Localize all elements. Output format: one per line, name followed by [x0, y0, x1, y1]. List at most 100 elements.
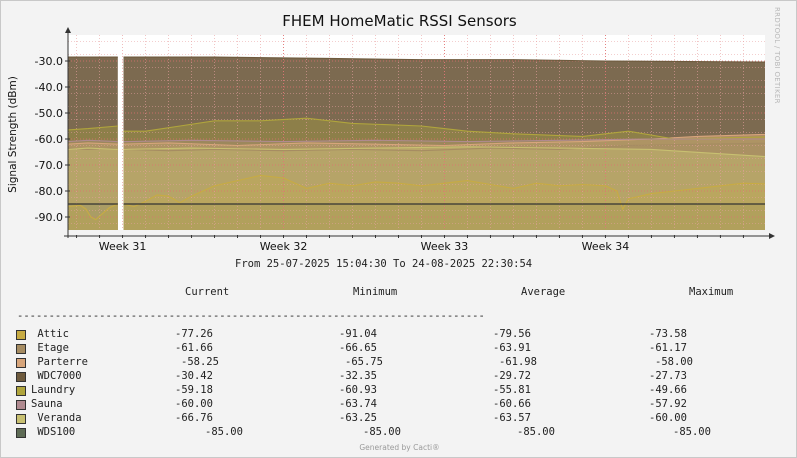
- legend-value-average: -63.57: [493, 412, 531, 424]
- legend-value-maximum: -58.00: [655, 356, 693, 368]
- legend-swatch: [16, 428, 26, 438]
- y-tick-label: -90.0: [35, 211, 63, 224]
- x-tick-label: Week 31: [99, 240, 147, 253]
- legend-label: Sauna: [31, 398, 63, 410]
- header-minimum: Minimum: [353, 286, 398, 298]
- legend-value-maximum: -57.92: [649, 398, 687, 410]
- legend-value-minimum: -66.65: [339, 342, 377, 354]
- legend-swatch: [16, 400, 26, 410]
- legend-value-current: -77.26: [175, 328, 213, 340]
- legend-label: Parterre: [31, 356, 88, 368]
- series-line-sauna: [67, 139, 118, 143]
- legend-swatch: [16, 358, 26, 368]
- legend-value-average: -63.91: [493, 342, 531, 354]
- legend-swatch: [16, 386, 26, 396]
- legend-value-minimum: -60.93: [339, 384, 377, 396]
- data-gap: [118, 35, 123, 230]
- legend-value-current: -59.18: [175, 384, 213, 396]
- x-tick-label: Week 32: [260, 240, 308, 253]
- header-maximum: Maximum: [689, 286, 734, 298]
- series-line-laundry: [67, 125, 118, 131]
- legend-row-sauna: Sauna -60.00 -63.74 -60.66 -57.92: [1, 398, 796, 412]
- legend-label: WDS100: [31, 426, 76, 438]
- y-tick-label: -40.0: [35, 81, 63, 94]
- legend-label: WDC7000: [31, 370, 82, 382]
- series-lines: [67, 35, 766, 230]
- legend-label: Laundry: [31, 384, 76, 396]
- series-area-attic: [123, 175, 765, 230]
- x-tick-label: Week 34: [582, 240, 630, 253]
- legend-value-average: -60.66: [493, 398, 531, 410]
- legend-value-current: -58.25: [181, 356, 219, 368]
- legend-value-minimum: -85.00: [363, 426, 401, 438]
- y-axis-arrow: [65, 27, 71, 33]
- y-tick-label: -50.0: [35, 107, 63, 120]
- series-area-wds100: [123, 204, 765, 230]
- legend-value-average: -29.72: [493, 370, 531, 382]
- series-line-veranda: [123, 146, 766, 158]
- series-line-veranda: [67, 147, 118, 150]
- y-tick-label: -30.0: [35, 55, 63, 68]
- cacti-credit: Generated by Cacti®: [359, 443, 440, 452]
- series-line-parterre: [67, 142, 118, 145]
- y-tick-label: -80.0: [35, 185, 63, 198]
- legend-value-current: -61.66: [175, 342, 213, 354]
- header-current: Current: [185, 286, 230, 298]
- legend-value-average: -61.98: [499, 356, 537, 368]
- series-line-etage: [123, 142, 766, 152]
- legend-value-maximum: -27.73: [649, 370, 687, 382]
- legend-row-etage: Etage -61.66 -66.65 -63.91 -61.17: [1, 342, 796, 356]
- y-axis-label: Signal Strength (dBm): [7, 76, 19, 193]
- legend-value-minimum: -91.04: [339, 328, 377, 340]
- legend-row-wdc7000: WDC7000 -30.42 -32.35 -29.72 -27.73: [1, 370, 796, 384]
- legend-value-maximum: -85.00: [673, 426, 711, 438]
- header-average: Average: [521, 286, 566, 298]
- legend-label: Attic: [31, 328, 69, 340]
- grid-lines: [68, 35, 765, 230]
- legend-row-veranda: Veranda -66.76 -63.25 -63.57 -60.00: [1, 412, 796, 426]
- x-tick-label: Week 33: [421, 240, 469, 253]
- legend-value-average: -55.81: [493, 384, 531, 396]
- legend-value-minimum: -63.25: [339, 412, 377, 424]
- series-area-veranda: [67, 148, 118, 230]
- legend-value-average: -85.00: [517, 426, 555, 438]
- legend-swatch: [16, 344, 26, 354]
- legend-value-minimum: -65.75: [345, 356, 383, 368]
- legend-row-laundry: Laundry -59.18 -60.93 -55.81 -49.66: [1, 384, 796, 398]
- legend-value-average: -79.56: [493, 328, 531, 340]
- legend-swatch: [16, 372, 26, 382]
- legend-value-minimum: -32.35: [339, 370, 377, 382]
- legend-swatch: [16, 414, 26, 424]
- legend-row-parterre: Parterre -58.25 -65.75 -61.98 -58.00: [1, 356, 796, 370]
- axes: [64, 27, 775, 239]
- legend-value-maximum: -61.17: [649, 342, 687, 354]
- legend-value-current: -30.42: [175, 370, 213, 382]
- series-line-attic: [67, 203, 119, 221]
- time-range-text: From 25-07-2025 15:04:30 To 24-08-2025 2…: [235, 258, 533, 270]
- legend-value-minimum: -63.74: [339, 398, 377, 410]
- series-line-sauna: [123, 138, 765, 143]
- series-line-attic: [123, 174, 766, 211]
- x-axis-arrow: [769, 233, 775, 239]
- series-line-laundry: [123, 117, 766, 140]
- legend-value-current: -85.00: [205, 426, 243, 438]
- y-tick-label: -60.0: [35, 133, 63, 146]
- chart-title: FHEM HomeMatic RSSI Sensors: [282, 12, 517, 30]
- legend-value-current: -60.00: [175, 398, 213, 410]
- legend-label: Etage: [31, 342, 69, 354]
- legend-rule: ----------------------------------------…: [17, 310, 485, 322]
- legend-value-current: -66.76: [175, 412, 213, 424]
- series-line-wdc7000: [123, 56, 766, 63]
- legend-swatch: [16, 330, 26, 340]
- legend-value-maximum: -49.66: [649, 384, 687, 396]
- legend-label: Veranda: [31, 412, 82, 424]
- axis-labels: -30.0 -40.0 -50.0 -60.0 -70.0 -80.0 -90.0 Week …: [7, 55, 629, 253]
- legend-row-wds100: WDS100 -85.00 -85.00 -85.00 -85.00: [1, 426, 796, 440]
- y-tick-label: -70.0: [35, 159, 63, 172]
- legend-value-maximum: -73.58: [649, 328, 687, 340]
- legend-value-maximum: -60.00: [649, 412, 687, 424]
- series-area-sauna: [67, 140, 118, 230]
- legend-row-attic: Attic -77.26 -91.04 -79.56 -73.58: [1, 328, 796, 342]
